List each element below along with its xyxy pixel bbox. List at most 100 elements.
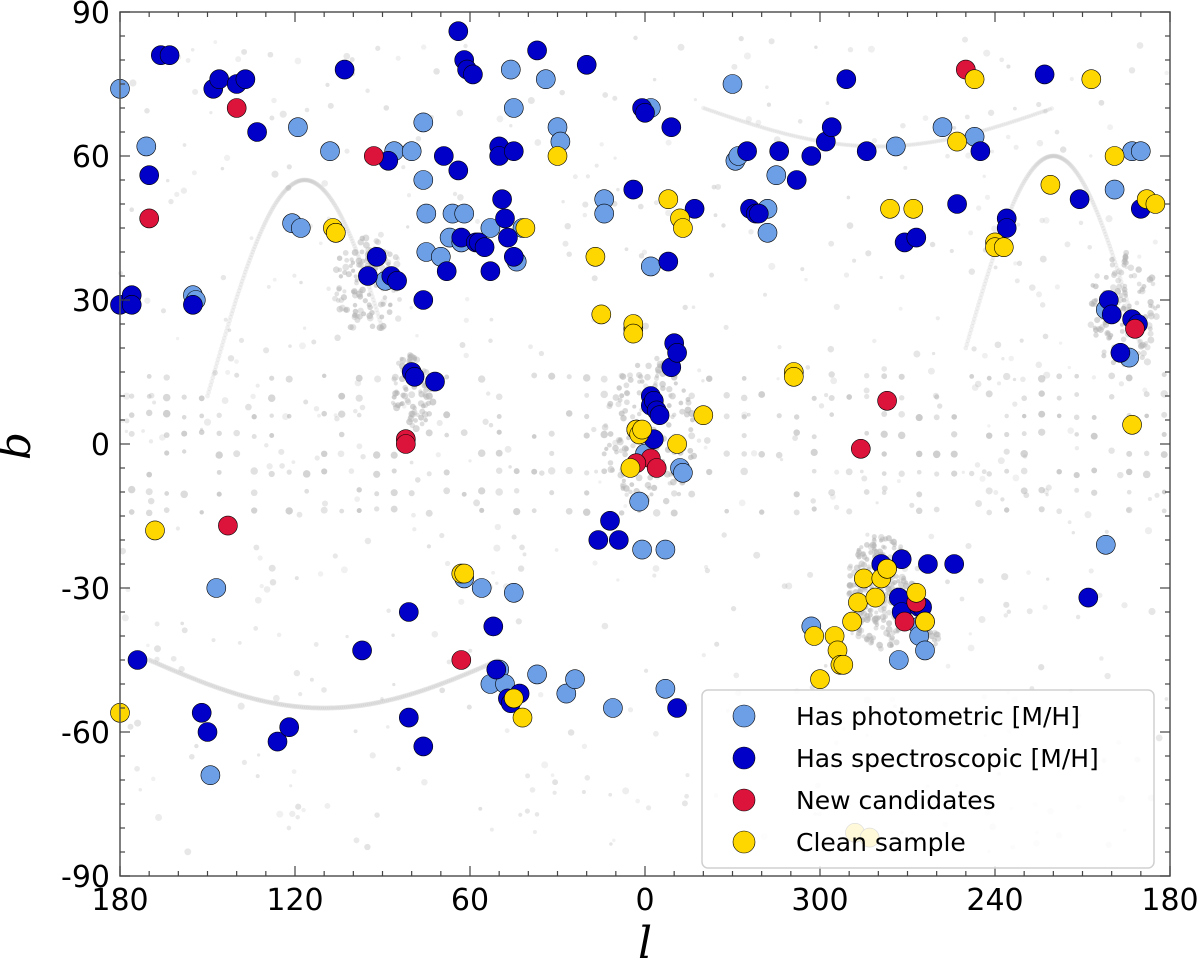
footprint-dot (345, 271, 352, 278)
footprint-dot (220, 686, 226, 693)
footprint-dot (776, 129, 782, 135)
footprint-dot (269, 207, 274, 213)
footprint-dot (251, 696, 257, 702)
footprint-dot (235, 291, 241, 297)
footprint-dot (444, 678, 450, 685)
footprint-dot (362, 241, 370, 249)
footprint-dot (464, 296, 470, 302)
footprint-dot (972, 313, 978, 318)
footprint-dot (1042, 488, 1049, 495)
footprint-dot (971, 316, 977, 322)
footprint-dot (637, 203, 644, 210)
footprint-dot (1108, 447, 1115, 454)
footprint-dot (355, 374, 363, 382)
footprint-dot (989, 258, 995, 264)
footprint-dot (423, 387, 429, 393)
footprint-dot (985, 432, 993, 439)
footprint-dot (723, 392, 730, 399)
footprint-dot (900, 122, 906, 129)
footprint-dot (1142, 470, 1151, 479)
footprint-dot (602, 92, 609, 98)
footprint-dot (220, 339, 226, 344)
footprint-dot (634, 362, 641, 369)
footprint-dot (860, 561, 868, 568)
footprint-dot (610, 467, 615, 473)
footprint-dot (715, 110, 721, 116)
point-has-spectroscopic (486, 659, 507, 680)
footprint-dot (306, 704, 312, 711)
footprint-dot (1113, 262, 1119, 268)
footprint-dot (843, 142, 849, 147)
footprint-dot (904, 142, 910, 148)
footprint-dot (967, 331, 973, 336)
x-tick-label: 180 (91, 883, 148, 918)
footprint-dot (567, 729, 575, 736)
footprint-dot (916, 469, 922, 475)
point-new-candidates (226, 98, 247, 118)
footprint-dot (253, 241, 259, 247)
footprint-dot (1004, 413, 1009, 419)
point-has-spectroscopic (498, 227, 518, 248)
footprint-dot (293, 703, 299, 710)
footprint-dot (250, 467, 258, 475)
footprint-dot (635, 798, 641, 804)
footprint-dot (517, 565, 525, 572)
footprint-dot (864, 430, 870, 436)
footprint-dot (1144, 413, 1150, 419)
footprint-dot (1147, 330, 1154, 337)
footprint-dot (205, 681, 211, 687)
footprint-dot (615, 401, 622, 408)
footprint-dot (443, 487, 451, 495)
point-clean-sample (783, 366, 804, 387)
footprint-dot (1090, 432, 1098, 440)
footprint-dot (234, 294, 240, 300)
footprint-dot (281, 189, 287, 195)
footprint-dot (780, 131, 786, 136)
footprint-dot (180, 671, 186, 677)
footprint-dot (800, 267, 805, 272)
footprint-dot (354, 280, 359, 286)
footprint-dot (921, 141, 926, 146)
footprint-dot (294, 57, 302, 65)
point-has-spectroscopic (748, 203, 769, 224)
footprint-dot (322, 189, 328, 195)
footprint-dot (757, 124, 763, 129)
footprint-dot (141, 429, 145, 433)
footprint-dot (366, 302, 372, 308)
footprint-dot (1045, 493, 1049, 497)
footprint-dot (294, 576, 299, 581)
footprint-dot (566, 374, 572, 380)
footprint-dot (211, 683, 217, 690)
footprint-dot (415, 135, 422, 142)
legend: Has photometric [M/H] Has spectroscopic … (701, 689, 1155, 869)
footprint-dot (1038, 390, 1045, 397)
footprint-dot (646, 805, 652, 811)
footprint-dot (898, 373, 905, 380)
footprint-dot (1143, 358, 1151, 366)
footprint-dot (1114, 266, 1120, 271)
footprint-dot (619, 482, 627, 489)
footprint-dot (313, 405, 320, 412)
footprint-dot (1094, 273, 1100, 279)
footprint-dot (1043, 108, 1048, 114)
footprint-dot (164, 450, 170, 456)
footprint-dot (1108, 246, 1114, 252)
footprint-dot (676, 491, 682, 497)
footprint-dot (1116, 268, 1123, 275)
point-has-photometric (416, 203, 437, 224)
footprint-dot (693, 97, 698, 102)
footprint-dot (242, 269, 248, 275)
footprint-dot (624, 492, 629, 497)
footprint-dot (385, 725, 390, 729)
footprint-dot (688, 392, 695, 400)
footprint-dot (1077, 175, 1083, 181)
footprint-dot (279, 110, 287, 118)
point-has-spectroscopic (970, 141, 991, 161)
footprint-dot (641, 249, 648, 255)
footprint-dot (1111, 272, 1117, 278)
footprint-dot (601, 451, 607, 457)
footprint-dot (395, 256, 401, 261)
footprint-dot (296, 178, 302, 184)
point-clean-sample (693, 405, 714, 426)
point-has-spectroscopic (801, 146, 822, 166)
